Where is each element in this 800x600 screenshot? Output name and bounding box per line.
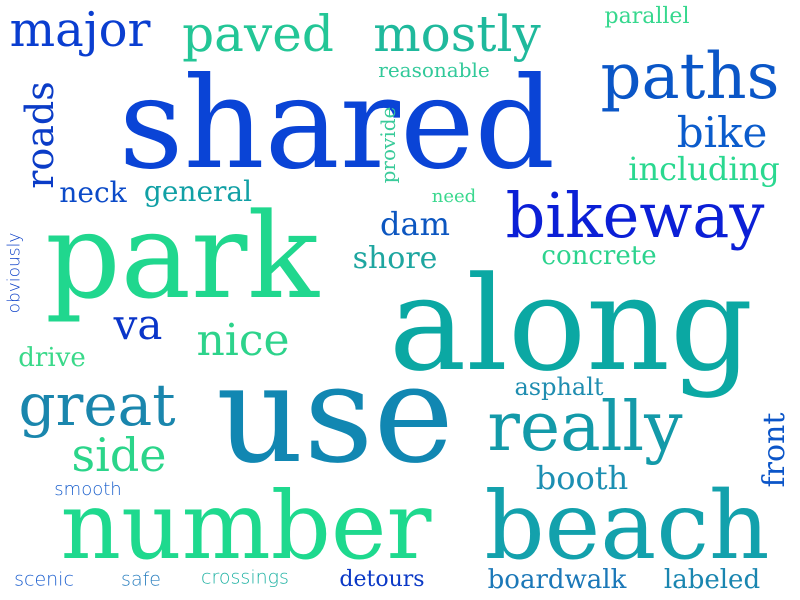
word-number: number <box>60 472 432 581</box>
word-reasonable: reasonable <box>378 58 490 82</box>
word-along: along <box>388 248 754 400</box>
word-labeled: labeled <box>663 565 761 595</box>
word-asphalt: asphalt <box>514 373 604 401</box>
word-shared: shared <box>118 50 556 197</box>
word-booth: booth <box>535 459 629 497</box>
word-major: major <box>9 2 151 58</box>
word-beach: beach <box>484 472 770 581</box>
word-neck: neck <box>59 176 127 209</box>
word-dam: dam <box>380 205 450 243</box>
word-including: including <box>628 150 780 188</box>
word-general: general <box>143 175 253 208</box>
word-smooth: smooth <box>54 479 122 500</box>
word-paths: paths <box>600 40 780 114</box>
word-scenic: scenic <box>14 568 74 591</box>
word-nice: nice <box>196 315 290 366</box>
word-obviously: obviously <box>4 232 25 314</box>
word-side: side <box>71 428 167 482</box>
word-safe: safe <box>121 568 161 591</box>
word-really: really <box>487 388 683 467</box>
word-front: front <box>757 412 792 488</box>
word-boardwalk: boardwalk <box>487 565 627 595</box>
word-roads: roads <box>18 81 62 189</box>
word-use: use <box>216 336 454 494</box>
word-need: need <box>431 186 477 207</box>
word-concrete: concrete <box>541 241 657 271</box>
word-mostly: mostly <box>373 5 541 63</box>
word-paved: paved <box>182 5 334 63</box>
word-park: park <box>45 187 319 325</box>
word-shore: shore <box>352 241 438 276</box>
word-crossings: crossings <box>201 566 289 589</box>
word-drive: drive <box>18 343 86 373</box>
word-detours: detours <box>339 567 425 592</box>
word-parallel: parallel <box>604 4 690 29</box>
word-bike: bike <box>676 108 768 157</box>
word-great: great <box>18 371 176 439</box>
word-bikeway: bikeway <box>505 179 765 252</box>
word-va: va <box>113 300 163 349</box>
word-provide: provide <box>376 106 400 184</box>
